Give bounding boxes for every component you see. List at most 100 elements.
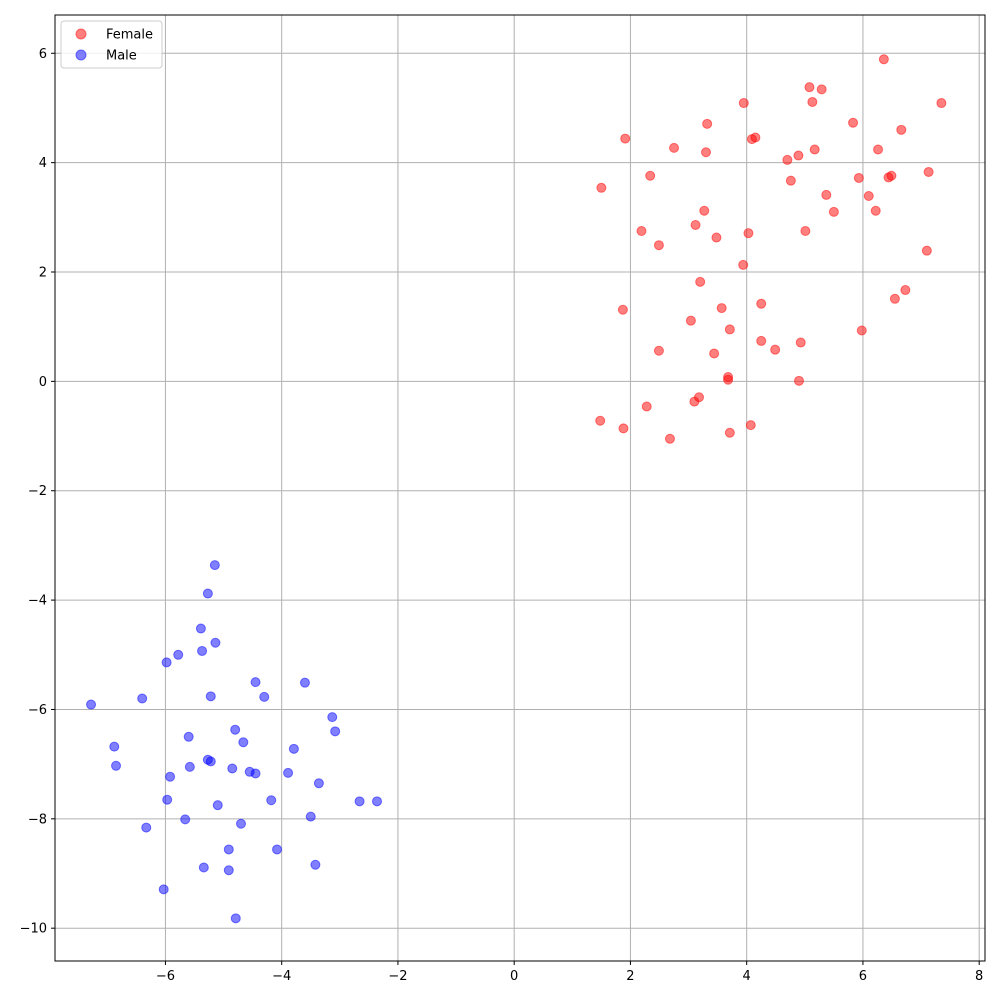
data-point-female bbox=[794, 375, 804, 386]
data-point-male bbox=[236, 818, 246, 829]
data-point-male bbox=[184, 761, 195, 772]
data-point-male bbox=[250, 768, 261, 779]
data-point-female bbox=[848, 117, 859, 128]
data-point-male bbox=[161, 657, 172, 668]
data-points bbox=[86, 54, 947, 924]
x-tick-label: 6 bbox=[859, 969, 867, 984]
data-point-female bbox=[804, 82, 815, 93]
data-point-male bbox=[227, 763, 238, 774]
data-point-male bbox=[165, 771, 176, 782]
data-point-female bbox=[809, 144, 820, 155]
data-point-male bbox=[183, 731, 194, 742]
data-point-female bbox=[690, 219, 701, 230]
x-tick-label: 0 bbox=[510, 969, 518, 984]
data-point-male bbox=[141, 822, 152, 833]
data-point-female bbox=[596, 182, 607, 193]
legend: Female Male bbox=[60, 20, 163, 69]
y-tick-label: −4 bbox=[28, 594, 47, 609]
data-point-female bbox=[723, 374, 734, 385]
data-point-male bbox=[111, 760, 122, 771]
data-point-female bbox=[743, 228, 754, 239]
y-tick-label: 6 bbox=[39, 47, 47, 62]
data-point-female bbox=[724, 324, 735, 335]
data-point-male bbox=[259, 691, 270, 702]
data-point-female bbox=[664, 433, 675, 444]
data-point-female bbox=[828, 206, 839, 217]
data-point-male bbox=[238, 737, 249, 748]
legend-label-female: Female bbox=[106, 28, 153, 43]
x-tick-label: 2 bbox=[626, 969, 634, 984]
data-point-female bbox=[653, 240, 664, 251]
y-tick-label: 4 bbox=[39, 156, 47, 171]
data-point-female bbox=[669, 142, 680, 153]
data-point-male bbox=[137, 693, 148, 704]
data-point-male bbox=[195, 623, 206, 634]
data-point-female bbox=[770, 344, 781, 355]
data-point-male bbox=[162, 794, 173, 805]
data-point-female bbox=[709, 348, 720, 359]
data-point-male bbox=[109, 741, 120, 752]
data-point-female bbox=[800, 225, 811, 236]
data-point-male bbox=[173, 649, 184, 660]
data-point-female bbox=[853, 172, 864, 183]
data-point-male bbox=[305, 811, 316, 822]
data-point-female bbox=[685, 315, 696, 326]
data-point-female bbox=[745, 420, 756, 431]
data-point-female bbox=[618, 423, 629, 434]
data-point-female bbox=[750, 132, 761, 143]
data-point-female bbox=[782, 154, 793, 165]
data-point-female bbox=[702, 118, 713, 129]
y-tick-label: 2 bbox=[39, 266, 47, 281]
data-point-female bbox=[795, 337, 806, 348]
data-point-female bbox=[738, 98, 749, 109]
data-point-male bbox=[372, 796, 383, 807]
data-point-male bbox=[86, 699, 97, 710]
data-point-female bbox=[883, 172, 894, 183]
data-point-female bbox=[785, 175, 796, 186]
data-point-female bbox=[793, 150, 804, 161]
data-point-female bbox=[807, 96, 818, 107]
data-point-female bbox=[923, 166, 934, 177]
data-point-male bbox=[230, 724, 241, 735]
data-point-male bbox=[198, 862, 209, 873]
data-point-female bbox=[756, 335, 767, 346]
data-point-female bbox=[863, 190, 874, 201]
data-point-female bbox=[595, 415, 606, 426]
data-point-male bbox=[205, 691, 216, 702]
data-point-female bbox=[724, 427, 735, 438]
data-point-female bbox=[870, 205, 881, 216]
y-tick-label: −2 bbox=[28, 484, 47, 499]
data-point-male bbox=[212, 800, 223, 811]
data-point-female bbox=[711, 232, 722, 243]
data-point-male bbox=[354, 796, 365, 807]
data-point-male bbox=[272, 844, 283, 855]
data-point-male bbox=[288, 743, 299, 754]
data-point-male bbox=[230, 913, 241, 924]
data-point-male bbox=[310, 859, 321, 870]
data-point-male bbox=[202, 588, 213, 599]
data-point-male bbox=[266, 795, 277, 806]
data-point-female bbox=[620, 133, 631, 144]
axis-ticks: −6 −4 −2 0 2 4 6 8 −10 −8 −6 −4 −2 0 2 4 6 bbox=[20, 47, 984, 984]
data-point-male bbox=[330, 726, 341, 737]
x-tick-label: 8 bbox=[975, 969, 983, 984]
data-point-male bbox=[209, 560, 220, 571]
data-point-female bbox=[756, 298, 767, 309]
y-tick-label: −8 bbox=[28, 812, 47, 827]
data-point-female bbox=[936, 98, 947, 109]
x-tick-label: −4 bbox=[272, 969, 291, 984]
data-point-male bbox=[327, 712, 338, 723]
data-point-male bbox=[197, 645, 208, 656]
data-point-female bbox=[716, 303, 727, 314]
data-point-female bbox=[695, 276, 706, 287]
data-point-male bbox=[158, 884, 169, 895]
data-point-female bbox=[738, 259, 749, 270]
data-point-male bbox=[180, 814, 191, 825]
y-tick-label: −10 bbox=[20, 922, 47, 937]
data-point-female bbox=[689, 396, 700, 407]
x-tick-label: 4 bbox=[743, 969, 751, 984]
data-point-female bbox=[921, 245, 932, 256]
data-point-female bbox=[645, 170, 656, 181]
data-point-female bbox=[816, 84, 827, 95]
